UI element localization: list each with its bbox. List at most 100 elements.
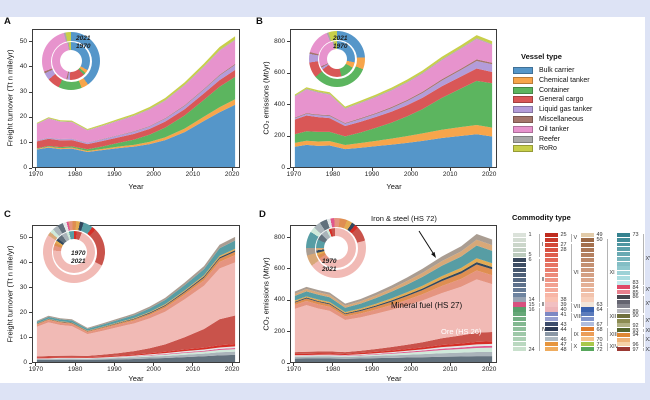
commodity-swatch	[581, 317, 594, 322]
y-tick-mark	[287, 41, 290, 43]
commodity-swatch	[513, 342, 526, 347]
commodity-group-label: XV	[645, 256, 650, 263]
legend-swatch	[513, 125, 533, 133]
commodity-number-label: 48	[560, 346, 567, 353]
commodity-group-label: X	[573, 344, 578, 351]
commodity-swatch	[581, 307, 594, 312]
donut-hole	[324, 236, 348, 260]
commodity-swatch	[545, 342, 558, 347]
commodity-number-label: 27	[560, 242, 567, 249]
commodity-number-label: 46	[560, 336, 567, 343]
x-tick-label: 1990	[107, 366, 122, 373]
inset-year-outer: 2021	[322, 266, 337, 273]
commodity-swatch	[513, 233, 526, 238]
commodity-number-label: 15	[528, 301, 535, 308]
y-tick-label: 0	[23, 359, 27, 366]
y-tick-label: 50	[19, 233, 27, 241]
x-tick-mark	[371, 168, 373, 171]
commodity-swatch	[513, 322, 526, 327]
commodity-swatch	[617, 309, 630, 314]
vessel-legend-item-label: Chemical tanker	[539, 76, 590, 84]
x-tick-mark	[449, 168, 451, 171]
x-tick-mark	[332, 363, 334, 366]
panel-b-inset-year-labels: 2021 1970	[333, 35, 347, 51]
commodity-swatch	[513, 277, 526, 282]
panel-b-inset-donut	[309, 31, 365, 87]
commodity-swatch	[581, 237, 594, 243]
x-tick-label: 2010	[442, 171, 458, 178]
commodity-group-bracket	[539, 233, 540, 258]
commodity-number-label: 72	[596, 346, 603, 353]
panel-b-x-axis-title: Year	[386, 182, 402, 191]
commodity-type-legend: Commodity type 15614151624IIIIIIIV252728…	[512, 213, 650, 363]
commodity-swatch	[617, 280, 630, 285]
commodity-number-label: 14	[528, 296, 535, 303]
x-tick-label: 1970	[286, 171, 302, 178]
x-tick-mark	[192, 168, 194, 171]
area-Ore (HS 26)	[294, 332, 493, 354]
commodity-swatch	[545, 332, 558, 337]
vessel-legend-item: Miscellaneous	[513, 115, 592, 123]
commodity-number-label: 83	[632, 279, 639, 286]
area-Oil tanker	[36, 40, 236, 143]
y-tick-label: 50	[19, 37, 27, 45]
commodity-group-bracket	[643, 286, 644, 295]
commodity-swatch	[617, 256, 630, 261]
x-tick-mark	[449, 363, 451, 366]
commodity-number-label: 16	[528, 306, 535, 313]
commodity-swatch	[617, 271, 630, 276]
y-tick-label: 10	[19, 333, 27, 341]
vessel-legend-item: Chemical tanker	[513, 76, 592, 84]
area-commodity-light-gray	[294, 351, 493, 359]
commodity-number-label: 73	[632, 232, 639, 239]
x-tick-label: 2010	[185, 171, 201, 178]
commodity-swatch	[545, 347, 558, 352]
commodity-swatch	[617, 337, 630, 342]
y-tick-label: 10	[19, 138, 27, 146]
commodity-group-label: VI	[573, 269, 579, 276]
legend-swatch	[513, 76, 533, 84]
commodity-swatch	[513, 297, 526, 302]
commodity-number-label: 41	[560, 311, 567, 318]
commodity-swatch	[545, 247, 558, 253]
legend-swatch	[513, 135, 533, 143]
donut-hole	[61, 239, 87, 265]
commodity-swatch	[545, 242, 558, 248]
x-tick-mark	[113, 168, 115, 171]
commodity-swatch	[513, 262, 526, 267]
commodity-number-label: 68	[596, 326, 603, 333]
x-tick-label: 1970	[286, 366, 302, 373]
commodity-group-label: II	[541, 277, 545, 284]
commodity-number-label: 38	[560, 296, 567, 303]
inset-year-inner: 1970	[71, 250, 86, 257]
commodity-group-label: XIII	[609, 331, 618, 338]
inset-year-inner: 1970	[322, 258, 337, 265]
panel-a-label: A	[4, 16, 11, 27]
commodity-number-label: 43	[560, 321, 567, 328]
x-tick-mark	[410, 363, 412, 366]
legend-swatch	[513, 67, 533, 74]
x-tick-mark	[231, 168, 233, 171]
vessel-type-legend: Vessel type Bulk carrier Chemical tanker C…	[513, 52, 592, 155]
commodity-swatch	[545, 302, 558, 307]
area-Mineral fuel (HS 27)	[36, 262, 236, 357]
panel-d-label: D	[259, 209, 266, 220]
commodity-group-bracket	[607, 327, 608, 342]
vessel-legend-item: Bulk carrier	[513, 67, 592, 74]
x-tick-mark	[153, 363, 155, 366]
commodity-number-label: 70	[596, 336, 603, 343]
area-commodity-light-gray	[36, 351, 236, 361]
commodity-group-label: XVI	[645, 287, 650, 294]
ore-annotation: Ore (HS 26)	[441, 327, 482, 336]
x-tick-label: 2010	[185, 366, 201, 373]
area-Oil tanker	[294, 39, 493, 123]
panel-b-label: B	[256, 16, 263, 27]
commodity-number-label: 49	[596, 232, 603, 239]
commodity-group-label: V	[573, 234, 578, 241]
x-tick-label: 1970	[28, 366, 44, 373]
inset-year-outer: 2021	[76, 35, 91, 42]
commodity-number-label: 24	[528, 346, 535, 353]
area-Container	[36, 76, 236, 152]
commodity-number-label: 6	[528, 257, 532, 264]
y-tick-mark	[29, 237, 32, 239]
